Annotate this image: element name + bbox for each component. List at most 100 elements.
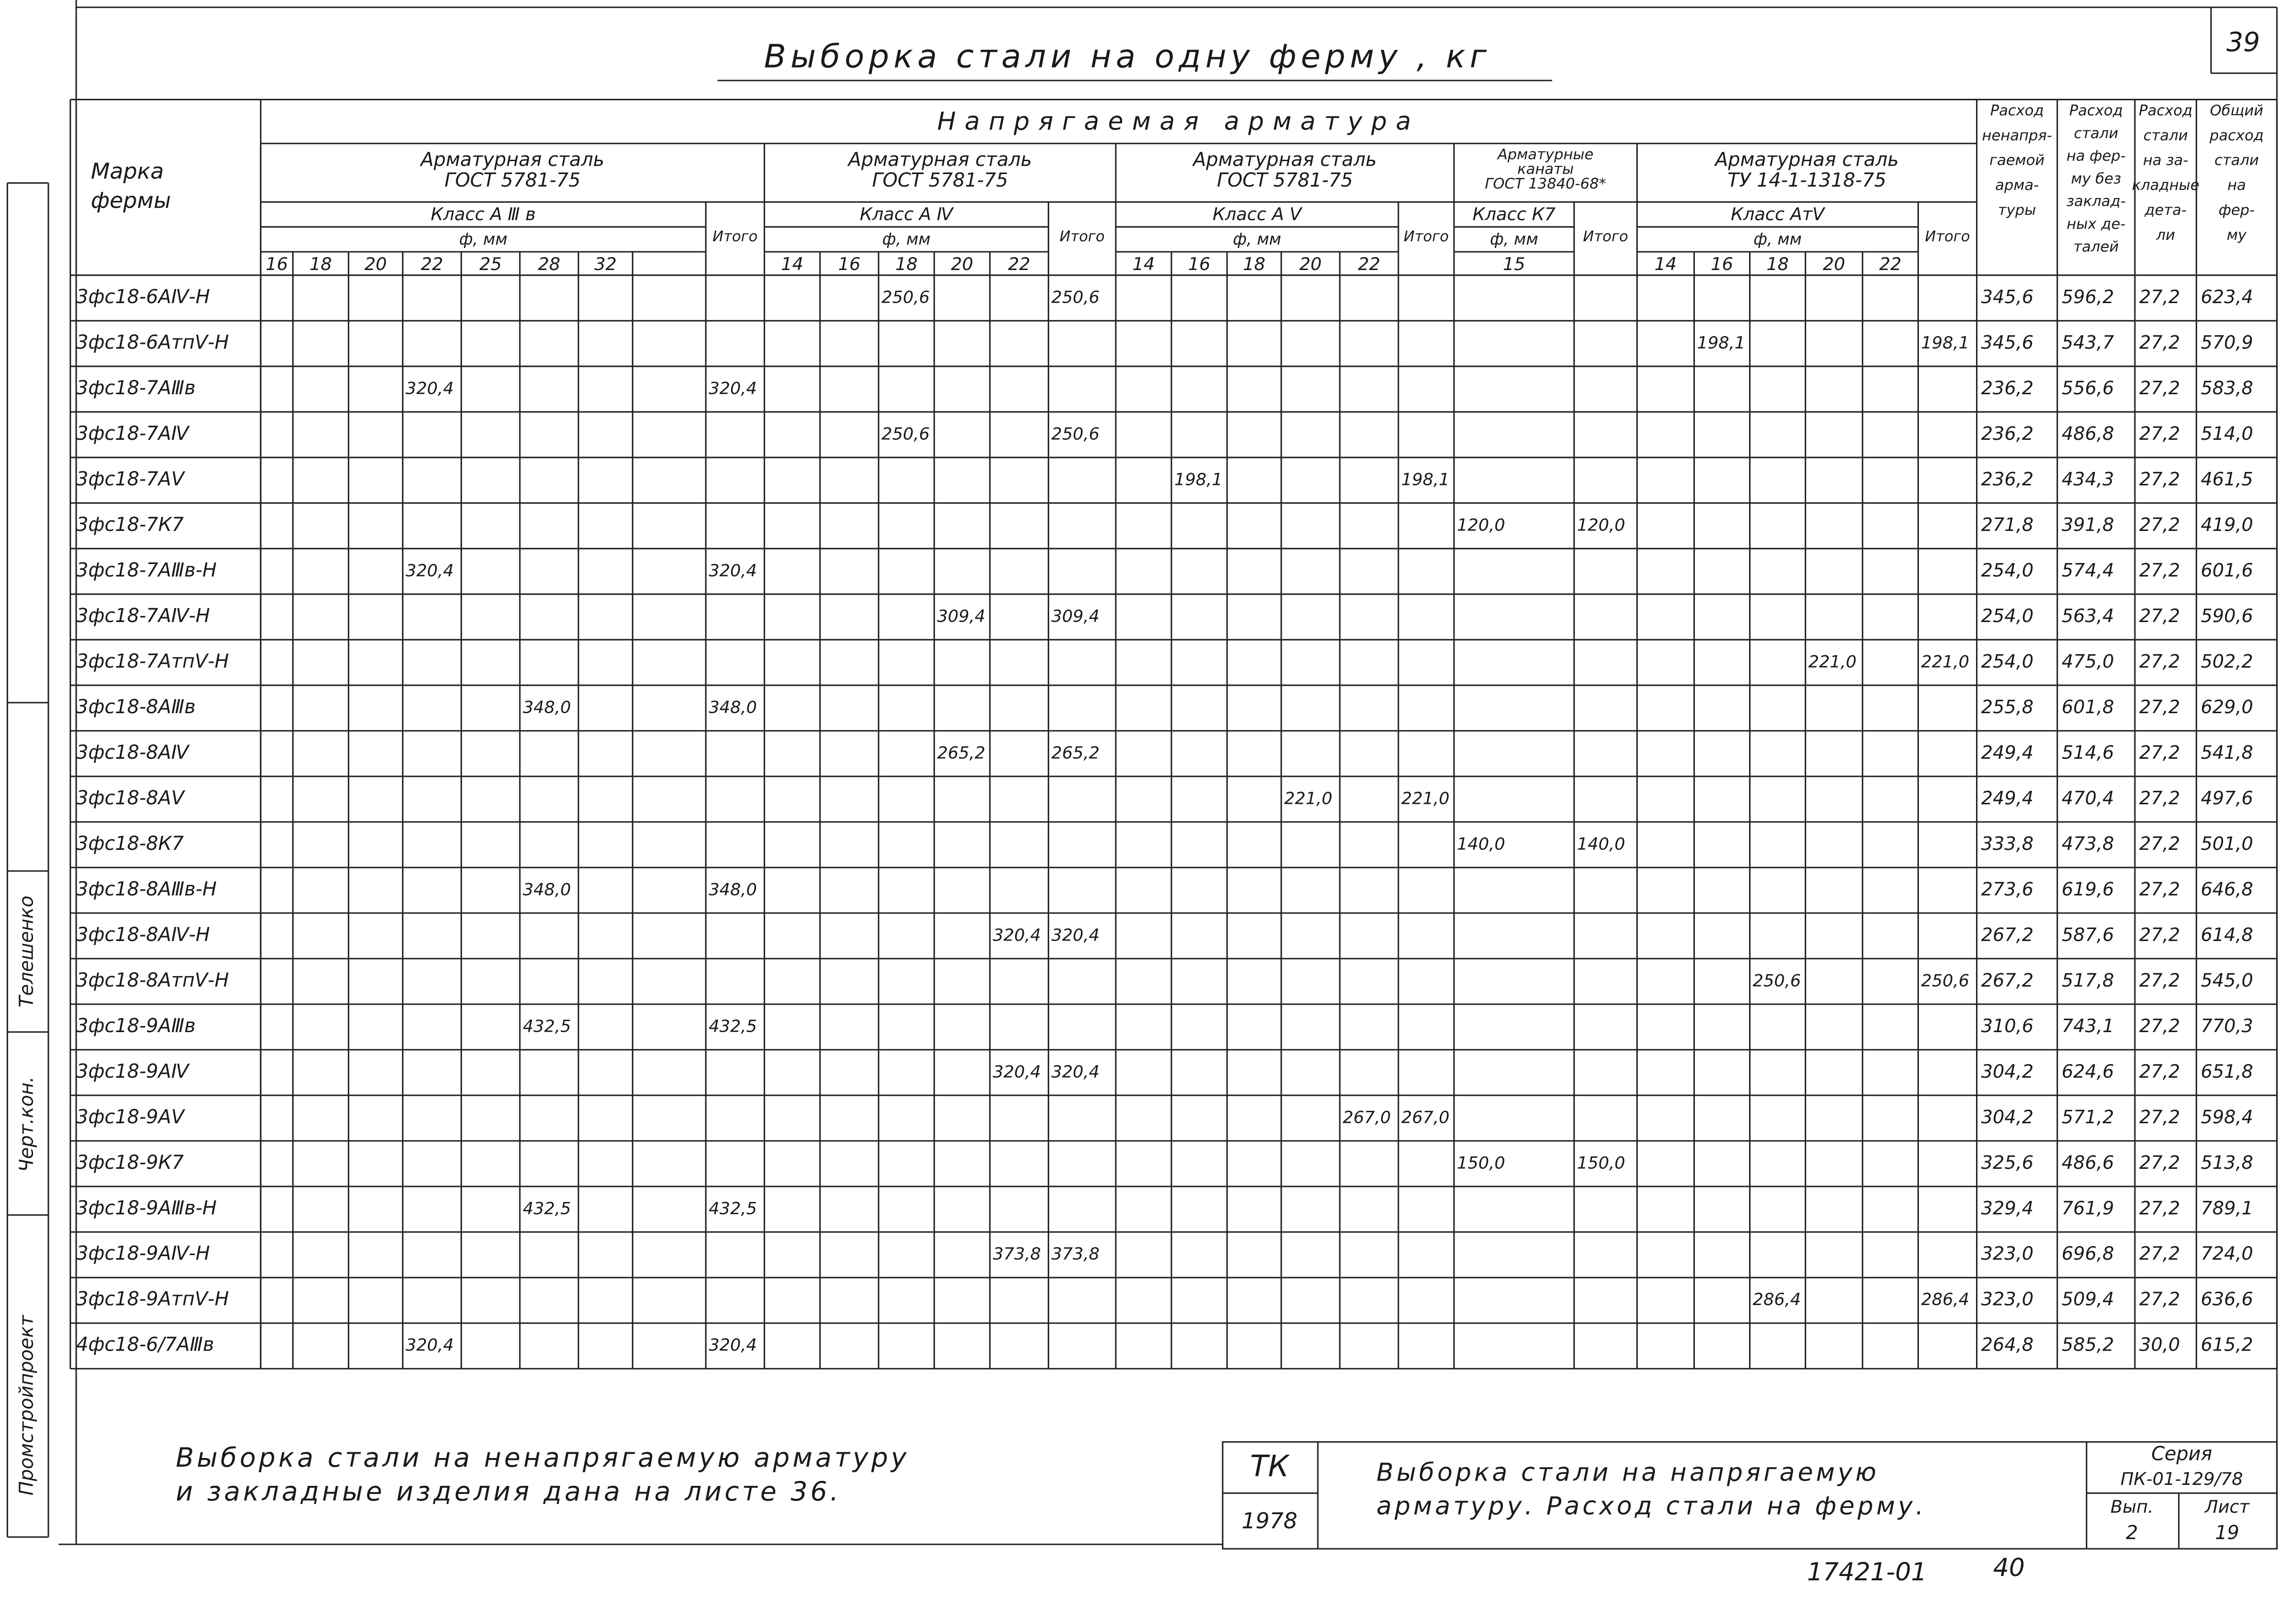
cell-value: 348,0 (709, 697, 757, 717)
cell-value: 320,4 (709, 561, 757, 580)
column-header: стали (2143, 127, 2188, 144)
steel-total: 27,2 (2139, 742, 2180, 763)
steel-total: 598,4 (2201, 1106, 2253, 1128)
diameter: 25 (479, 254, 502, 274)
cell-value: 120,0 (1577, 515, 1625, 535)
steel-total: 563,4 (2062, 605, 2114, 626)
steel-total: 619,6 (2062, 879, 2114, 900)
steel-total: 574,4 (2062, 560, 2114, 581)
steel-total: 27,2 (2139, 970, 2180, 991)
truss-mark: 3фс18-8АⅤ (76, 787, 186, 809)
cell-value: 250,6 (1052, 424, 1100, 444)
steel-total: 27,2 (2139, 924, 2180, 945)
prestressed-header: Напрягаемая арматура (937, 107, 1420, 136)
steel-total: 513,8 (2201, 1152, 2253, 1173)
column-header: стали (2074, 125, 2118, 142)
steel-total: 545,0 (2201, 970, 2253, 991)
truss-mark: 3фс18-8АⅢв-Н (76, 878, 217, 900)
total-header: Итого (1925, 228, 1970, 245)
truss-mark: 3фс18-7АⅤ (76, 468, 186, 490)
group-title: ГОСТ 5781-75 (1217, 169, 1353, 191)
cell-value: 373,8 (993, 1244, 1041, 1264)
column-header: дета- (2144, 202, 2187, 219)
steel-total: 323,0 (1981, 1289, 2034, 1310)
column-header: туры (1998, 202, 2036, 219)
steel-total: 470,4 (2062, 788, 2114, 809)
column-header: стали (2214, 152, 2259, 169)
steel-total: 583,8 (2201, 377, 2253, 399)
cell-value: 250,6 (882, 424, 930, 444)
steel-total: 614,8 (2201, 924, 2253, 945)
truss-mark: 4фс18-6/7АⅢв (76, 1334, 214, 1356)
steel-total: 27,2 (2139, 879, 2180, 900)
cell-value: 286,4 (1753, 1290, 1801, 1309)
cell-value: 265,2 (937, 743, 985, 763)
cell-value: 150,0 (1457, 1153, 1505, 1173)
diameter: 20 (1299, 254, 1322, 274)
steel-total: 27,2 (2139, 1198, 2180, 1219)
steel-total: 543,7 (2062, 332, 2114, 353)
class-label: Класс А Ⅴ (1213, 204, 1303, 224)
column-header: талей (2073, 238, 2119, 255)
steel-total: 27,2 (2139, 423, 2180, 444)
diameter: 16 (1711, 254, 1733, 274)
steel-total: 264,8 (1981, 1334, 2034, 1355)
stamp-org: ТК (1250, 1449, 1290, 1483)
series: ПК-01-129/78 (2120, 1469, 2243, 1489)
diameter: 18 (309, 254, 332, 274)
steel-total: 345,6 (1981, 332, 2034, 353)
diameter: 18 (1243, 254, 1266, 274)
steel-total: 254,0 (1981, 651, 2034, 672)
column-header: ли (2156, 227, 2175, 244)
diameter: 28 (538, 254, 560, 274)
stamp-year: 1978 (1242, 1508, 1297, 1534)
column-header: Общий (2210, 102, 2263, 119)
cell-value: 221,0 (1401, 788, 1449, 808)
cell-value: 432,5 (523, 1016, 571, 1036)
note: и закладные изделия дана на листе 36. (176, 1476, 841, 1506)
diameter: 20 (1823, 254, 1846, 274)
steel-total: 254,0 (1981, 560, 2034, 581)
group-title: Арматурная сталь (847, 149, 1032, 171)
cell-value: 320,4 (406, 378, 454, 398)
total-header: Итого (1060, 228, 1105, 245)
steel-total: 27,2 (2139, 377, 2180, 399)
steel-total: 27,2 (2139, 696, 2180, 718)
cell-value: 348,0 (523, 697, 571, 717)
steel-total: 434,3 (2062, 469, 2114, 490)
steel-total: 646,8 (2201, 879, 2253, 900)
diameter: 18 (1766, 254, 1789, 274)
cell-value: 320,4 (1052, 1062, 1100, 1082)
cell-value: 267,0 (1401, 1107, 1449, 1127)
steel-total: 325,6 (1981, 1152, 2034, 1173)
steel-total: 27,2 (2139, 1152, 2180, 1173)
column-header: расход (2209, 127, 2264, 144)
steel-total: 629,0 (2201, 696, 2253, 718)
steel-total: 333,8 (1981, 833, 2034, 854)
class-label: Класс АтⅤ (1731, 204, 1826, 224)
cell-value: 120,0 (1457, 515, 1505, 535)
column-header: Расход (2069, 102, 2123, 119)
group-title: ГОСТ 5781-75 (445, 169, 581, 191)
cell-value: 309,4 (937, 606, 985, 626)
steel-total: 724,0 (2201, 1243, 2253, 1264)
truss-mark: 3фс18-7АⅣ-Н (76, 605, 210, 627)
cell-value: 432,5 (523, 1199, 571, 1218)
cell-value: 250,6 (1921, 971, 1969, 990)
cell-value: 348,0 (709, 880, 757, 899)
unit-label: ф, мм (1490, 230, 1539, 248)
steel-total: 236,2 (1981, 469, 2034, 490)
cell-value: 198,1 (1697, 333, 1745, 353)
steel-total: 27,2 (2139, 560, 2180, 581)
steel-total: 27,2 (2139, 332, 2180, 353)
diameter: 16 (838, 254, 861, 274)
class-label: Класс А Ⅲ в (431, 204, 536, 224)
note: Выборка стали на ненапрягаемую арматуру (176, 1442, 909, 1473)
truss-mark: 3фс18-6АтпⅤ-Н (76, 331, 229, 353)
steel-total: 249,4 (1981, 742, 2034, 763)
cell-value: 320,4 (993, 925, 1041, 945)
steel-total: 27,2 (2139, 651, 2180, 672)
issue: 2 (2126, 1522, 2138, 1544)
